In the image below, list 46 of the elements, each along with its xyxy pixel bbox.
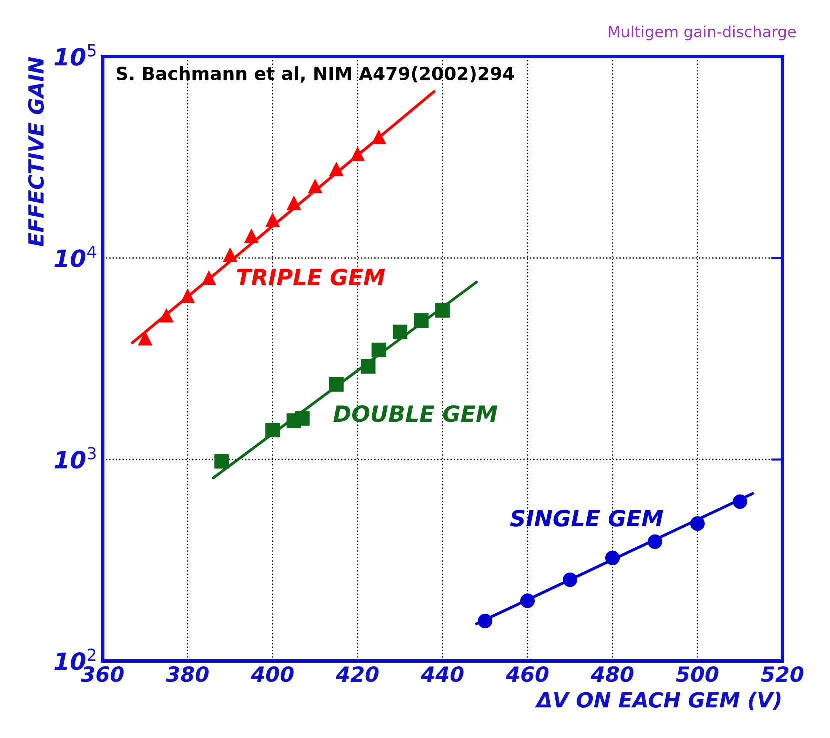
annotation: S. Bachmann et al, NIM A479(2002)294 <box>116 66 514 83</box>
series-label: SINGLE GEM <box>510 510 664 527</box>
point <box>329 377 344 392</box>
point <box>372 130 386 144</box>
point <box>361 359 376 374</box>
y-axis-title: EFFECTIVE GAIN <box>28 57 44 247</box>
text: Multigem gain-discharge <box>609 26 796 41</box>
point <box>393 324 408 340</box>
point <box>202 270 216 286</box>
point <box>478 614 493 629</box>
point <box>350 146 366 162</box>
x-tick-label: 520 <box>761 666 804 682</box>
point <box>436 303 450 318</box>
y-tick-label: 10$^{5}$ <box>54 44 96 66</box>
point <box>244 228 259 244</box>
x-tick-label: 440 <box>421 666 464 682</box>
point <box>266 212 280 228</box>
point <box>648 534 663 550</box>
point <box>520 594 536 608</box>
point <box>562 572 578 588</box>
point <box>732 494 748 510</box>
point <box>690 516 706 532</box>
x-axis-title: ΔV ON EACH GEM (V) <box>535 692 781 710</box>
point <box>329 162 344 176</box>
x-tick-label: 480 <box>590 666 634 682</box>
point <box>180 288 196 304</box>
point <box>308 178 323 194</box>
x-tick-label: 380 <box>166 666 209 682</box>
x-tick-label: 500 <box>676 666 719 682</box>
point <box>266 423 280 438</box>
y-tick-label: 10$^{4}$ <box>54 246 96 268</box>
point <box>138 331 153 346</box>
point <box>286 196 302 210</box>
x-tick-label: 420 <box>336 666 379 682</box>
point <box>223 248 238 262</box>
point <box>295 411 310 426</box>
series-label: DOUBLE GEM <box>334 405 498 422</box>
point <box>214 454 230 469</box>
point <box>414 313 429 328</box>
x-tick-label: 460 <box>506 666 549 682</box>
point <box>159 308 174 323</box>
series-label: TRIPLE GEM <box>237 268 386 286</box>
y-tick-label: 10$^{3}$ <box>54 447 96 469</box>
point <box>605 550 620 566</box>
x-tick-label: 400 <box>251 666 294 682</box>
point <box>372 342 386 358</box>
